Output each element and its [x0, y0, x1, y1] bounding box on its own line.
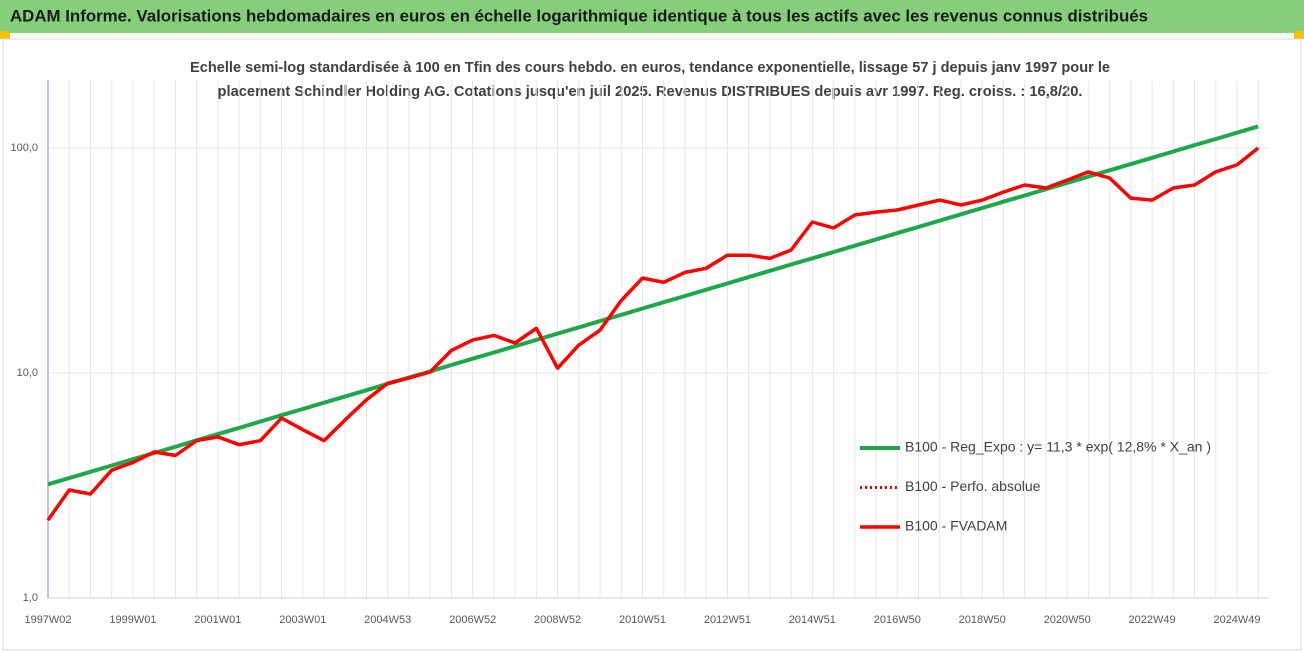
y-tick-label: 100,0 [10, 142, 38, 154]
subtitle: placement Schindler Holding AG. Cotation… [218, 84, 1083, 100]
x-tick-label: 2006W52 [449, 614, 496, 626]
x-tick-label: 2004W53 [364, 614, 411, 626]
chart-title: ADAM Informe. Valorisations hebdomadaire… [10, 6, 1148, 25]
corner [1294, 31, 1304, 39]
x-tick-label: 2014W51 [789, 614, 836, 626]
x-tick-label: 1999W01 [109, 614, 156, 626]
legend-label: B100 - Perfo. absolue [905, 478, 1041, 494]
x-tick-label: 2012W51 [704, 614, 751, 626]
chart-area [2, 38, 1302, 651]
y-tick-label: 1,0 [23, 592, 38, 604]
x-tick-label: 2024W49 [1213, 614, 1260, 626]
x-tick-label: 2001W01 [194, 614, 241, 626]
subtitle: Echelle semi-log standardisée à 100 en T… [190, 60, 1110, 76]
x-tick-label: 2016W50 [874, 614, 921, 626]
x-tick-label: 2003W01 [279, 614, 326, 626]
legend-label: B100 - FVADAM [905, 518, 1007, 534]
title-bar [0, 0, 1304, 33]
y-tick-label: 10,0 [17, 367, 38, 379]
x-tick-label: 2022W49 [1129, 614, 1176, 626]
x-tick-label: 2020W50 [1044, 614, 1091, 626]
data-line [47, 124, 1259, 487]
x-tick-label: 2008W52 [534, 614, 581, 626]
corner [0, 31, 10, 39]
legend-label: B100 - Reg_Expo : y= 11,3 * exp( 12,8% *… [905, 439, 1211, 455]
x-tick-label: 2018W50 [959, 614, 1006, 626]
data-line [46, 146, 1260, 522]
x-tick-label: 1997W02 [24, 614, 71, 626]
x-tick-label: 2010W51 [619, 614, 666, 626]
